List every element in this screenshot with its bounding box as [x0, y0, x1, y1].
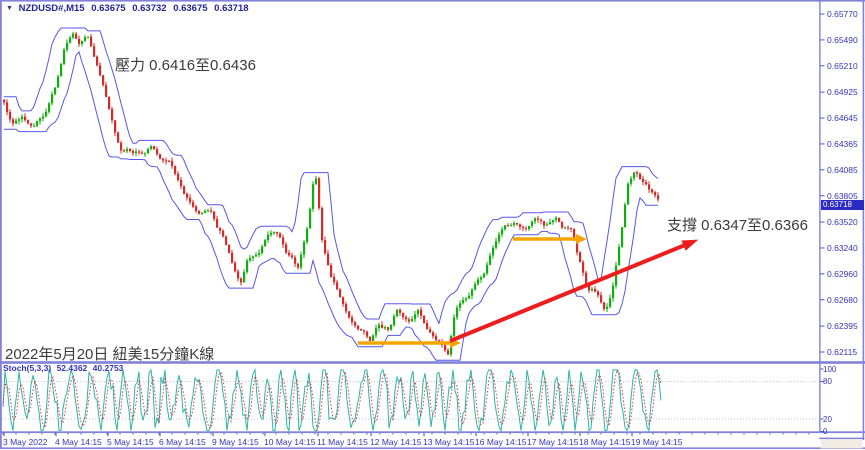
stoch-axis-label: 0	[823, 427, 828, 436]
stoch-k-value: 52.4362	[56, 363, 88, 373]
price-axis-label: 0.65770	[827, 9, 858, 19]
time-axis-label: 16 May 14:15	[475, 437, 527, 447]
chart-title-bar: ▼ NZDUSD#,M15 0.63675 0.63732 0.63675 0.…	[6, 3, 253, 14]
price-axis-label: 0.62960	[827, 268, 858, 279]
current-price-badge: 0.63718	[821, 200, 864, 210]
window-right-border	[862, 0, 865, 440]
bollinger-lower-band	[4, 50, 658, 361]
time-axis-label: 12 May 14:15	[370, 437, 422, 447]
bollinger-upper-band	[4, 27, 659, 325]
axis-column-bottom	[819, 437, 865, 440]
price-axis-label: 0.62115	[827, 347, 858, 357]
price-axis-label: 0.65490	[827, 34, 858, 45]
time-axis-label: 18 May 14:15	[579, 437, 631, 447]
date-caption: 2022年5月20日 紐美15分鐘K線	[5, 346, 215, 363]
red-uptrend-arrow-head	[681, 239, 699, 251]
window-left-border	[0, 0, 2, 449]
ohlc-high-value: 0.63732	[132, 3, 167, 14]
ohlc-close-value: 0.63718	[214, 3, 249, 14]
time-axis-label: 6 May 14:15	[159, 437, 206, 447]
bollinger-bands	[4, 27, 659, 361]
window-bottom-border	[0, 447, 865, 449]
stoch-axis-label: 80	[823, 377, 832, 386]
stoch-axis-label: 20	[823, 414, 832, 424]
time-axis-label: 4 May 14:15	[55, 437, 102, 447]
support-annotation: 支撐 0.6347至0.6366	[667, 217, 808, 234]
time-axis-label: 13 May 14:15	[423, 437, 475, 447]
price-axis-label: 0.62680	[827, 294, 858, 305]
price-axis-label: 0.64085	[827, 164, 858, 175]
axis-separator	[819, 1, 821, 433]
symbol-timeframe-label: NZDUSD#,M15	[18, 3, 85, 14]
stoch-name: Stoch(5,3,3)	[3, 363, 52, 373]
ohlc-open-value: 0.63675	[91, 3, 126, 14]
orange-arrow-retest-zone-head	[576, 234, 587, 244]
stochastic-k-line	[2, 368, 662, 433]
window-top-border	[0, 0, 865, 2]
stochastic-d-line	[2, 369, 662, 432]
price-axis-label: 0.65210	[827, 60, 858, 71]
candlesticks	[3, 31, 660, 357]
stoch-d-value: 40.2753	[92, 363, 124, 373]
time-axis-label: 10 May 14:15	[264, 437, 316, 447]
price-axis-label: 0.64925	[827, 87, 858, 98]
price-axis-label: 0.63520	[827, 217, 858, 228]
stoch-axis-label: 100	[823, 364, 837, 374]
stoch-indicator-label: Stoch(5,3,3) 52.4362 40.2753	[3, 363, 126, 373]
price-axis-label: 0.63240	[827, 242, 858, 253]
time-axis-label: 17 May 14:15	[527, 437, 579, 447]
collapse-triangle-icon[interactable]: ▼	[6, 5, 13, 12]
resistance-annotation: 壓力 0.6416至0.6436	[115, 57, 256, 74]
time-axis-label: 3 May 2022	[3, 437, 48, 447]
main-stoch-divider	[0, 361, 865, 364]
time-axis-label: 5 May 14:15	[107, 437, 154, 447]
ohlc-low-value: 0.63675	[173, 3, 208, 14]
price-axis-label: 0.64645	[827, 113, 858, 124]
time-axis-label: 19 May 14:15	[631, 437, 683, 447]
time-axis-label: 9 May 14:15	[212, 437, 259, 447]
price-axis-label: 0.62395	[827, 321, 858, 332]
stoch-time-divider	[0, 431, 865, 434]
price-axis-label: 0.63805	[827, 190, 858, 201]
red-uptrend-arrow	[449, 242, 688, 343]
outside-corner	[820, 439, 863, 449]
time-axis-label: 11 May 14:15	[317, 437, 368, 447]
price-axis-label: 0.64365	[827, 138, 858, 149]
